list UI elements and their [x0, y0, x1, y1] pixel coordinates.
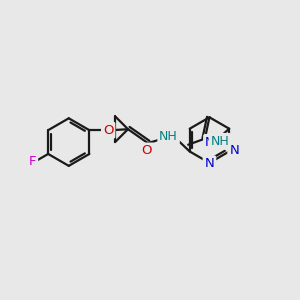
Text: N: N: [205, 136, 215, 149]
Text: N: N: [229, 144, 239, 157]
Text: NH: NH: [211, 135, 229, 148]
Text: NH: NH: [159, 130, 178, 142]
Text: F: F: [29, 155, 36, 168]
Text: N: N: [205, 158, 214, 170]
Text: O: O: [142, 145, 152, 158]
Text: O: O: [103, 124, 113, 137]
